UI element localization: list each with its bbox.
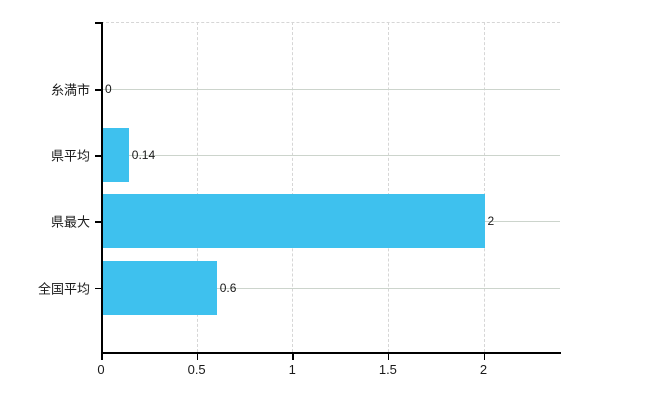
- value-label: 0: [105, 82, 112, 96]
- value-label: 0.14: [131, 148, 156, 163]
- x-tick-label: 1.5: [378, 362, 397, 377]
- x-tick-label: 0.5: [187, 362, 206, 377]
- category-label: 県最大: [50, 214, 90, 230]
- category-label: 全国平均: [37, 281, 90, 297]
- y-axis-tick: [95, 155, 101, 157]
- y-axis-end-tick: [95, 22, 101, 24]
- x-axis-tick: [292, 353, 294, 360]
- y-axis-tick: [95, 89, 101, 91]
- x-axis-tick: [387, 353, 390, 360]
- value-label: 0.6: [219, 280, 237, 295]
- x-axis-tick: [196, 353, 199, 360]
- x-axis-line: [101, 352, 561, 354]
- y-axis-tick: [95, 221, 101, 223]
- horizontal-gridline: [101, 89, 560, 90]
- vertical-gridline: [387, 22, 389, 352]
- bar-全国平均: [102, 260, 218, 315]
- vertical-gridline: [292, 22, 294, 352]
- horizontal-gridline: [101, 155, 560, 157]
- vertical-gridline: [483, 22, 485, 352]
- plot-top-frame-line: [101, 22, 560, 23]
- horizontal-gridline: [101, 287, 560, 289]
- vertical-gridline: [196, 22, 198, 352]
- x-axis-tick: [101, 353, 103, 360]
- category-label: 糸満市: [50, 82, 90, 98]
- y-axis-line: [101, 22, 103, 352]
- x-tick-label: 1: [288, 362, 296, 377]
- category-label: 県平均: [50, 148, 90, 164]
- value-label: 2: [487, 214, 495, 229]
- bar-県平均: [102, 128, 130, 183]
- x-tick-label: 0: [97, 362, 105, 377]
- x-axis-tick: [483, 353, 485, 360]
- bar-県最大: [102, 194, 485, 249]
- y-axis-tick: [95, 287, 101, 290]
- x-tick-label: 2: [479, 362, 488, 377]
